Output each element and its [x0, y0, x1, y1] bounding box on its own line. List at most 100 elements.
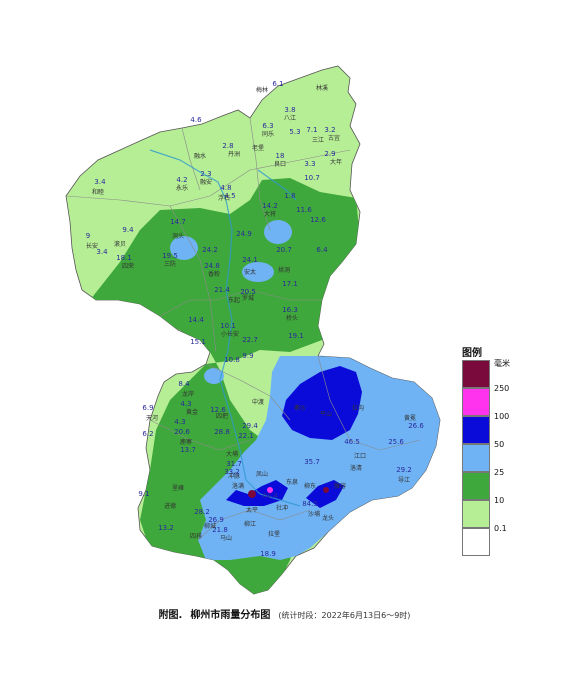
caption-period: (统计时段：2022年6月13日6～9时)	[278, 611, 411, 620]
town-name: 三江	[312, 137, 324, 144]
town-name: 洞头	[172, 232, 184, 240]
town-name: 柳城	[204, 522, 216, 530]
town-name: 三防	[164, 260, 176, 268]
station-value: 25.6	[388, 438, 404, 446]
town-name: 鹿寨	[180, 438, 192, 446]
town-name: 拉堡	[268, 530, 280, 538]
station-value: 11.6	[296, 206, 312, 214]
station-value: 24.2	[202, 246, 218, 254]
station-value: 19.1	[288, 332, 304, 340]
legend-bound: 50	[494, 440, 505, 449]
legend-swatch-250-plus	[462, 360, 490, 388]
station-value: 7.1	[306, 126, 317, 134]
town-name: 罗城	[242, 295, 254, 302]
rain-pocket	[204, 368, 224, 384]
town-name: 大年	[330, 158, 342, 166]
station-value: 14.4	[188, 316, 204, 324]
station-value: 4.3	[180, 400, 191, 408]
station-value: 13.7	[180, 446, 196, 454]
rain-zone-250	[323, 487, 329, 493]
town-name: 龙岸	[182, 390, 194, 398]
town-name: 小长安	[221, 330, 239, 338]
station-value: 28.2	[194, 508, 210, 516]
station-value: 1.8	[284, 192, 295, 200]
station-value: 4.5	[224, 192, 235, 200]
town-name: 拱洞	[278, 266, 290, 274]
town-name: 永乐	[176, 184, 188, 192]
legend-swatch-50-100	[462, 416, 490, 444]
town-name: 里雍	[172, 484, 184, 492]
town-name: 林溪	[316, 84, 328, 92]
legend-swatch-100-250	[462, 388, 490, 416]
town-name: 柳江	[244, 520, 256, 528]
town-name: 安太	[244, 268, 256, 276]
rain-zone-50-100-se	[306, 480, 344, 508]
legend-swatch-0-0.1	[462, 528, 490, 556]
station-value: 14.2	[262, 202, 278, 210]
legend: 图例 毫米 250 100 50 25 10 0.1	[462, 344, 542, 564]
town-name: 大埔	[226, 450, 238, 458]
station-value: 20.6	[174, 428, 190, 436]
station-value: 22.7	[242, 336, 258, 344]
station-value: 3.3	[304, 160, 315, 168]
town-name: 融水	[194, 152, 206, 160]
station-value: 19.5	[162, 252, 178, 260]
station-value: 4.3	[174, 418, 185, 426]
station-value: 9.1	[138, 490, 149, 498]
legend-swatch-0.1-10	[462, 500, 490, 528]
station-value: 2.9	[324, 150, 335, 158]
town-name: 冲脉	[228, 472, 240, 480]
station-value: 10.7	[304, 174, 320, 182]
legend-bound: 100	[494, 412, 510, 421]
station-value: 4.2	[176, 176, 187, 184]
rain-zone-50-100-south	[226, 480, 288, 506]
legend-bound: 250	[494, 384, 510, 393]
station-value: 21.4	[214, 286, 230, 294]
town-name: 浮石	[218, 194, 230, 202]
town-name: 八江	[284, 115, 296, 122]
station-value: 28.8	[214, 428, 230, 436]
legend-swatch-10-25	[462, 472, 490, 500]
town-name: 四排	[190, 532, 202, 540]
station-value: 3.8	[284, 106, 295, 114]
river-liujiang	[149, 149, 301, 507]
station-value: 17.1	[282, 280, 298, 288]
station-value: 3.2	[324, 126, 335, 134]
station-value: 3.4	[94, 178, 106, 186]
town-name: 四荣	[122, 262, 134, 270]
legend-swatch-25-50	[462, 444, 490, 472]
station-value: 24.8	[204, 262, 220, 270]
station-value: 26.9	[208, 516, 224, 524]
legend-title: 图例	[462, 348, 482, 359]
station-value: 29.2	[396, 466, 412, 474]
station-value: 14.7	[170, 218, 186, 226]
station-value: 9.4	[122, 226, 134, 234]
town-name: 洛清	[350, 464, 362, 472]
station-value: 10.8	[224, 356, 240, 364]
station-value: 16.3	[282, 306, 298, 314]
town-name: 东起	[228, 296, 240, 304]
town-name: 良口	[274, 160, 286, 168]
station-value: 31.7	[226, 460, 242, 468]
station-value: 10.1	[220, 322, 236, 330]
station-value: 33.2	[224, 468, 240, 476]
station-value: 12.6	[210, 406, 226, 414]
station-value: 44.4	[262, 492, 278, 500]
town-name: 同乐	[262, 131, 274, 138]
legend-bound: 0.1	[494, 524, 507, 533]
station-value: 2.8	[222, 142, 233, 150]
town-name: 和睦	[92, 188, 104, 196]
legend-unit: 毫米	[494, 359, 510, 368]
station-value: 46.5	[344, 438, 360, 446]
station-value: 6.9	[142, 404, 153, 412]
rain-zone-50-100	[282, 366, 362, 440]
town-name: 太平	[246, 506, 258, 514]
station-value: 6.3	[262, 122, 273, 130]
rain-zone-100-250	[267, 487, 273, 493]
station-value: 24.9	[236, 230, 252, 238]
rain-zone-25-50	[198, 356, 440, 560]
station-value: 21.8	[212, 526, 228, 534]
station-value: 35.7	[304, 458, 320, 466]
